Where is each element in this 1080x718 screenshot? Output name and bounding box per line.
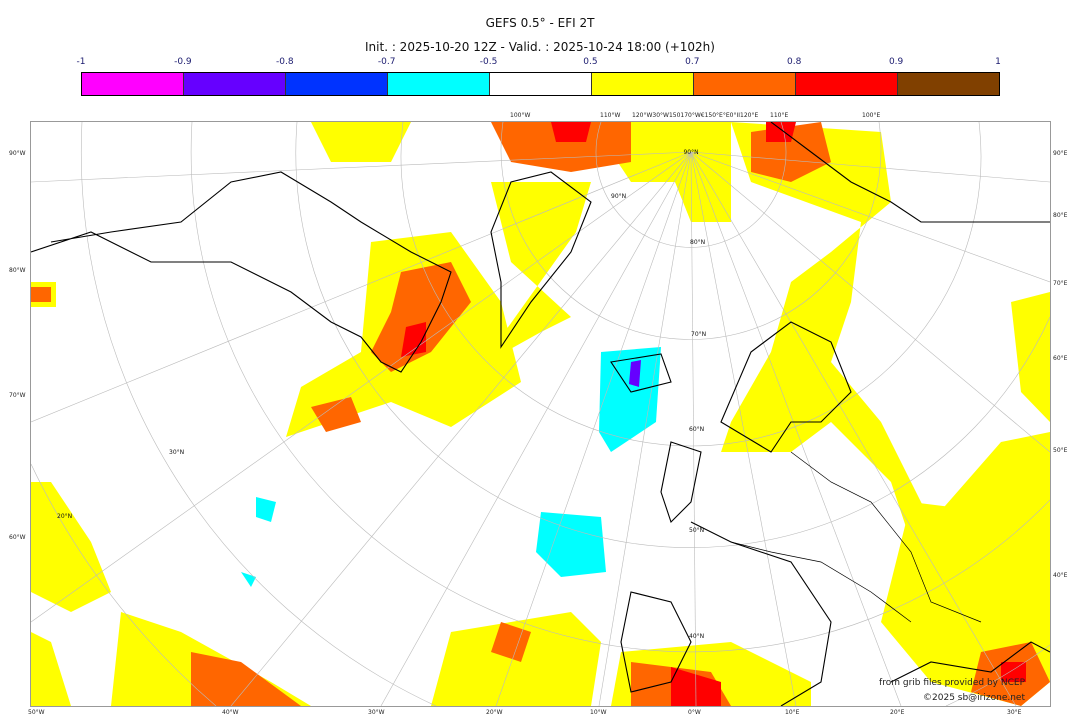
colorbar-tick: 0.9	[888, 57, 904, 67]
edge-label: 10°E	[785, 709, 800, 716]
credit-text: from grib files provided by NCEP	[879, 678, 1025, 688]
colorbar-tick: -0.9	[174, 57, 192, 67]
edge-label: 100°E	[862, 112, 881, 119]
colorbar-tick: -0.8	[275, 57, 294, 67]
efi-purple-area	[629, 360, 641, 387]
edge-label: 0°W	[688, 709, 701, 716]
latitude-label: 80°N	[690, 239, 705, 246]
edge-label: 90°W	[9, 150, 26, 157]
colorbar	[81, 72, 1000, 96]
latitude-label: 20°N	[57, 513, 72, 520]
edge-label: 60°E	[1053, 355, 1068, 362]
latitude-label: 70°N	[691, 331, 706, 338]
edge-label: 30°E	[1007, 709, 1022, 716]
edge-label: 20°E	[890, 709, 905, 716]
colorbar-tick: 0.7	[685, 57, 700, 67]
edge-label: 80°W	[9, 267, 26, 274]
edge-label: 110°E	[770, 112, 789, 119]
coastlines	[31, 122, 1050, 706]
edge-label: 110°W	[600, 112, 621, 119]
edge-label: 120°W30°W150170°W€150°E°E0°II120°E	[632, 112, 759, 119]
graticule	[31, 122, 1050, 706]
colorbar-tick: -1	[76, 57, 86, 67]
colorbar-swatch	[286, 73, 388, 95]
colorbar-swatch	[388, 73, 490, 95]
edge-label: 60°W	[9, 534, 26, 541]
colorbar-tick: 0.8	[787, 57, 802, 67]
colorbar-swatch	[490, 73, 592, 95]
map-canvas: 90°N 90°N 80°N 70°N 60°N 50°N 40°N 30°N 20°N	[31, 122, 1050, 706]
colorbar-tick: -0.7	[377, 57, 396, 67]
colorbar-swatch	[592, 73, 694, 95]
latitude-label: 40°N	[689, 633, 704, 640]
copyright-text: ©2025 sb@irizone.net	[923, 693, 1025, 703]
edge-label: 30°W	[368, 709, 385, 716]
edge-label: 40°E	[1053, 572, 1068, 579]
edge-label: 50°W	[28, 709, 45, 716]
efi-yellow-areas	[31, 122, 1050, 706]
edge-label: 20°W	[486, 709, 503, 716]
chart-subtitle: Init. : 2025-10-20 12Z - Valid. : 2025-1…	[365, 40, 715, 54]
edge-label: 10°W	[590, 709, 607, 716]
colorbar-swatch	[82, 73, 184, 95]
edge-label: 100°W	[510, 112, 531, 119]
efi-red-areas	[401, 122, 1026, 706]
colorbar-tick: 1	[995, 57, 1001, 67]
map[interactable]: 90°N 90°N 80°N 70°N 60°N 50°N 40°N 30°N 20°N fr…	[30, 121, 1051, 707]
colorbar-tick: 0.5	[583, 57, 598, 67]
colorbar-swatch	[796, 73, 898, 95]
edge-label: 70°E	[1053, 280, 1068, 287]
edge-label: 40°W	[222, 709, 239, 716]
colorbar-swatch	[184, 73, 286, 95]
latitude-label: 90°N	[611, 193, 626, 200]
colorbar-swatch	[898, 73, 999, 95]
latitude-label: 30°N	[169, 449, 184, 456]
edge-label: 70°W	[9, 392, 26, 399]
colorbar-swatch	[694, 73, 796, 95]
pole-label: 90°N	[683, 149, 698, 156]
edge-label: 90°E	[1053, 150, 1068, 157]
colorbar-tick: -0.5	[479, 57, 498, 67]
edge-label: 50°E	[1053, 447, 1068, 454]
latitude-label: 60°N	[689, 426, 704, 433]
latitude-labels: 90°N 80°N 70°N 60°N 50°N 40°N 30°N 20°N	[57, 193, 706, 640]
latitude-label: 50°N	[689, 527, 704, 534]
borders	[730, 451, 982, 623]
chart-title: GEFS 0.5° - EFI 2T	[485, 16, 595, 30]
edge-label: 80°E	[1053, 212, 1068, 219]
